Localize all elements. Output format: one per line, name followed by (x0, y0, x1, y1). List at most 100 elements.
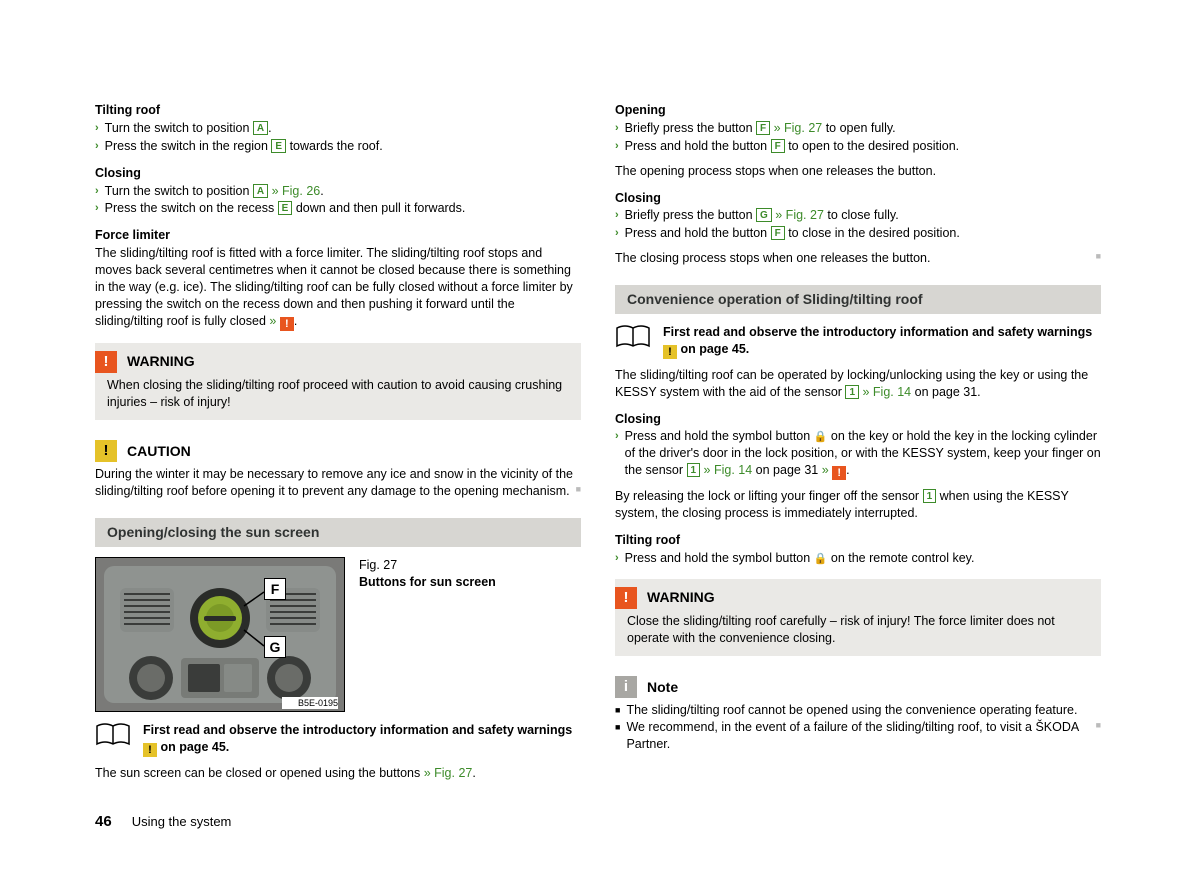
key-label: 1 (845, 385, 859, 399)
manual-page: Tilting roof › Turn the switch to positi… (95, 102, 1105, 792)
caution-inline-icon: ! (663, 345, 677, 359)
warning-body: When closing the sliding/tilting roof pr… (95, 377, 581, 411)
caution-box: ! CAUTION (95, 432, 581, 466)
footer-section: Using the system (132, 813, 232, 831)
chevron-icon: › (615, 138, 619, 155)
note-bullet: The sliding/tilting roof cannot be opene… (615, 702, 1101, 719)
step-text: Press and hold the symbol button 🔒 on th… (625, 428, 1101, 480)
caution-inline-icon: ! (143, 743, 157, 757)
section-heading: Convenience operation of Sliding/tilting… (615, 285, 1101, 314)
key-label: 1 (923, 489, 937, 503)
key-label: E (271, 139, 286, 153)
lock-icon: 🔒 (814, 431, 828, 443)
heading-closing: Closing (615, 411, 1101, 428)
warning-title: WARNING (647, 588, 715, 607)
heading-opening: Opening (615, 102, 1101, 119)
warning-icon: ! (615, 587, 637, 609)
chevron-icon: › (615, 120, 619, 137)
step: › Press and hold the button F to open to… (615, 138, 1101, 155)
chevron-icon: › (615, 550, 619, 567)
step-text: Briefly press the button F » Fig. 27 to … (625, 120, 896, 137)
heading-closing: Closing (95, 165, 581, 182)
paragraph: The opening process stops when one relea… (615, 163, 1101, 180)
step: › Turn the switch to position A » Fig. 2… (95, 183, 581, 200)
end-mark-icon: ■ (1096, 250, 1101, 262)
paragraph: The sliding/tilting roof can be operated… (615, 367, 1101, 401)
key-label: 1 (687, 463, 701, 477)
read-first-notice: First read and observe the introductory … (615, 324, 1101, 359)
chevron-icon: › (95, 200, 99, 217)
danger-icon: ! (280, 317, 294, 331)
step: › Press and hold the symbol button 🔒 on … (615, 550, 1101, 567)
key-label: E (278, 201, 293, 215)
caution-title: CAUTION (127, 442, 191, 461)
paragraph: The sliding/tilting roof is fitted with … (95, 245, 581, 331)
chevron-icon: › (95, 183, 99, 200)
danger-icon: ! (832, 466, 846, 480)
cross-ref: » Fig. 27 (770, 121, 822, 135)
read-first-text: First read and observe the introductory … (663, 324, 1101, 359)
key-label: F (756, 121, 770, 135)
cross-ref: » Fig. 27 (424, 766, 473, 780)
step-text: Press the switch on the recess E down an… (105, 200, 466, 217)
info-icon: i (615, 676, 637, 698)
caution-body: During the winter it may be necessary to… (95, 466, 581, 500)
lock-icon: 🔒 (814, 553, 828, 565)
chevron-icon: › (615, 428, 619, 445)
step-text: Press and hold the button F to open to t… (625, 138, 959, 155)
cross-ref: » Fig. 26 (268, 184, 320, 198)
step: › Briefly press the button F » Fig. 27 t… (615, 120, 1101, 137)
chevron-icon: › (95, 120, 99, 137)
read-first-text: First read and observe the introductory … (143, 722, 581, 757)
cross-ref: » Fig. 14 (859, 385, 911, 399)
warning-body: Close the sliding/tilting roof carefully… (615, 613, 1101, 647)
chevron-icon: › (615, 207, 619, 224)
right-column: Opening › Briefly press the button F » F… (615, 102, 1101, 792)
cross-ref: » Fig. 14 (700, 463, 752, 477)
step-text: Press the switch in the region E towards… (105, 138, 383, 155)
warning-icon: ! (95, 351, 117, 373)
note-box: i Note (615, 668, 1101, 702)
key-label: A (253, 121, 268, 135)
figure-image: F G B5E-0195 (95, 557, 345, 712)
heading-closing: Closing (615, 190, 1101, 207)
note-title: Note (647, 678, 678, 697)
paragraph: By releasing the lock or lifting your fi… (615, 488, 1101, 522)
cross-ref: » (822, 463, 832, 477)
key-label: A (253, 184, 268, 198)
step-text: Press and hold the button F to close in … (625, 225, 960, 242)
figure-caption: Fig. 27 Buttons for sun screen (359, 557, 496, 712)
book-icon (95, 722, 131, 757)
cross-ref: » Fig. 27 (772, 208, 824, 222)
step: › Turn the switch to position A. (95, 120, 581, 137)
warning-title: WARNING (127, 352, 195, 371)
page-footer: 46 Using the system (95, 812, 1105, 832)
page-number: 46 (95, 812, 112, 832)
figure-row: F G B5E-0195 Fig. 27 Buttons for sun scr… (95, 557, 581, 712)
read-first-notice: First read and observe the introductory … (95, 722, 581, 757)
book-icon (615, 324, 651, 359)
key-label: F (771, 139, 785, 153)
heading-tilting-roof: Tilting roof (95, 102, 581, 119)
step-text: Press and hold the symbol button 🔒 on th… (625, 550, 975, 567)
note-bullet: We recommend, in the event of a failure … (615, 719, 1101, 753)
section-heading: Opening/closing the sun screen (95, 518, 581, 547)
caution-icon: ! (95, 440, 117, 462)
figure-number: Fig. 27 (359, 557, 496, 574)
key-label: F (771, 226, 785, 240)
end-mark-icon: ■ (576, 483, 581, 495)
step: › Press the switch on the recess E down … (95, 200, 581, 217)
chevron-icon: › (95, 138, 99, 155)
figure-code: B5E-0195 (298, 697, 338, 709)
heading-force-limiter: Force limiter (95, 227, 581, 244)
step-text: Briefly press the button G » Fig. 27 to … (625, 207, 899, 224)
chevron-icon: › (615, 225, 619, 242)
end-mark-icon: ■ (1096, 719, 1101, 753)
warning-box: ! WARNING Close the sliding/tilting roof… (615, 579, 1101, 657)
step: › Press and hold the button F to close i… (615, 225, 1101, 242)
figure-caption-text: Buttons for sun screen (359, 574, 496, 591)
step: › Briefly press the button G » Fig. 27 t… (615, 207, 1101, 224)
left-column: Tilting roof › Turn the switch to positi… (95, 102, 581, 792)
step-text: Turn the switch to position A » Fig. 26. (105, 183, 324, 200)
figure-label-f: F (264, 578, 286, 600)
